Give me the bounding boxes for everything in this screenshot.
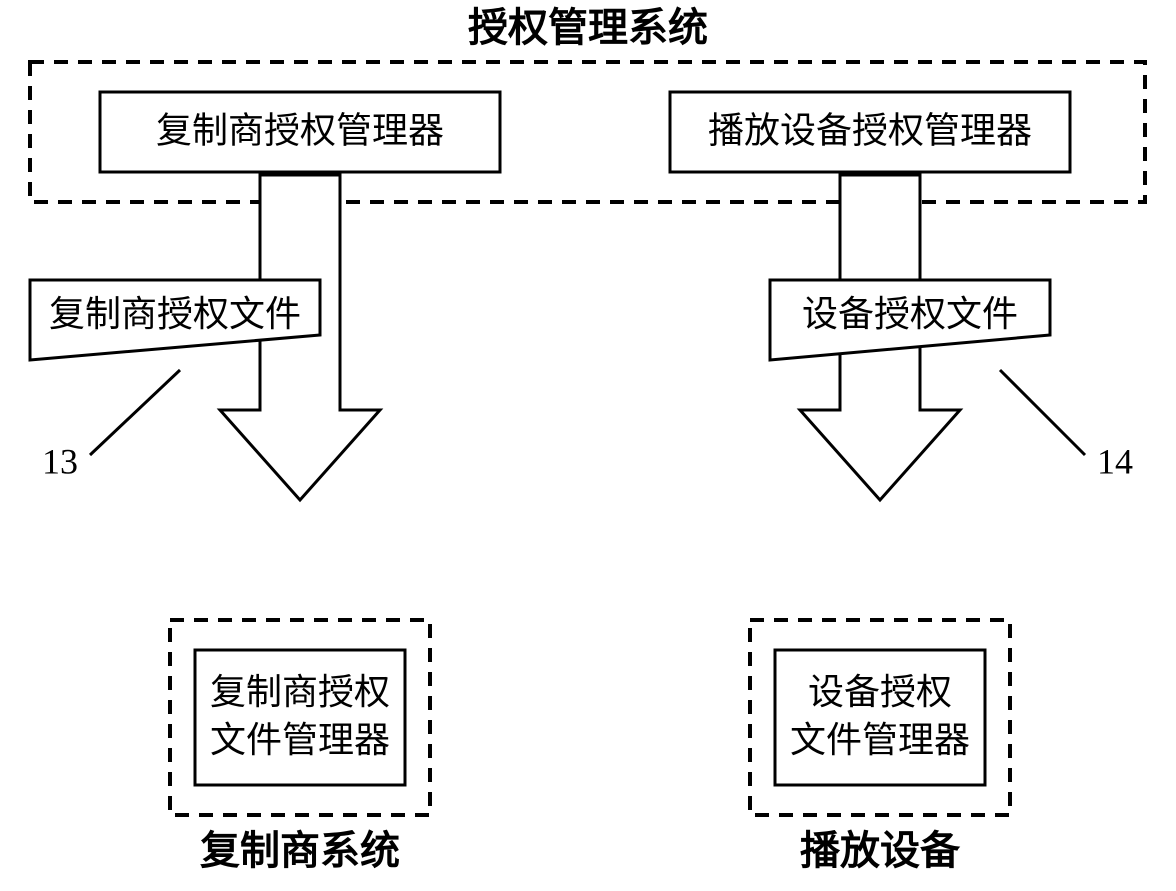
replicator-auth-file-manager-box	[195, 650, 405, 785]
replicator-auth-manager-label: 复制商授权管理器	[156, 110, 444, 150]
replicator-auth-file-manager-l2: 文件管理器	[210, 720, 390, 760]
title-bottom-right: 播放设备	[800, 828, 961, 873]
replicator-auth-file-label: 复制商授权文件	[49, 294, 301, 334]
callout-14-number: 14	[1097, 441, 1133, 481]
title-bottom-left: 复制商系统	[200, 828, 400, 873]
device-auth-file-manager-l2: 文件管理器	[790, 720, 970, 760]
callout-13-leader	[90, 370, 180, 455]
diagram-canvas: 授权管理系统复制商授权管理器 播放设备授权管理器复制商授权文件 设备授权文件 13 14…	[0, 0, 1176, 891]
device-auth-file-manager-l1: 设备授权	[808, 672, 952, 712]
callout-14-leader	[1000, 370, 1085, 455]
device-auth-file-manager-box	[775, 650, 985, 785]
replicator-auth-file-manager-l1: 复制商授权	[210, 672, 390, 712]
callout-13-number: 13	[42, 441, 78, 481]
device-auth-file-label: 设备授权文件	[802, 294, 1018, 334]
title-top: 授权管理系统	[468, 5, 708, 50]
player-auth-manager-label: 播放设备授权管理器	[708, 110, 1032, 150]
